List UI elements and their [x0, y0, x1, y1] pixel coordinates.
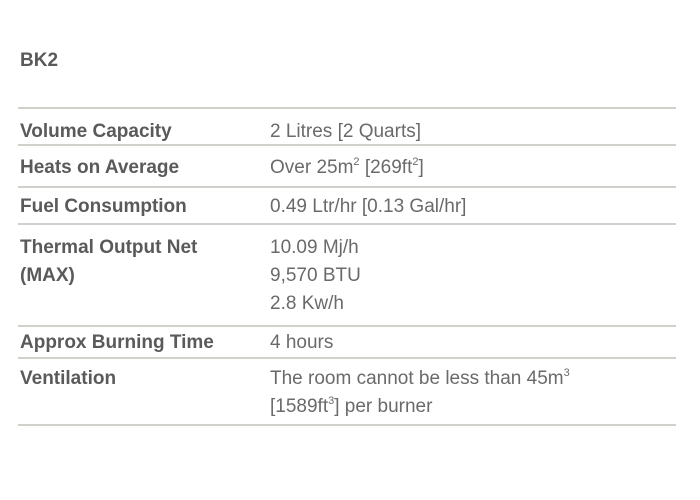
spec-row-volume-capacity: Volume Capacity 2 Litres [2 Quarts]: [18, 109, 676, 146]
spec-label: Heats on Average: [20, 157, 180, 178]
value-line: 10.09 Mj/h: [270, 237, 359, 258]
spec-value: 2 Litres [2 Quarts]: [270, 121, 422, 142]
label-line: (MAX): [20, 265, 75, 286]
value-line: The room cannot be less than 45m3: [270, 365, 676, 393]
label-line: Thermal Output Net: [20, 237, 198, 258]
spec-value: 10.09 Mj/h 9,570 BTU 2.8 Kw/h: [270, 234, 676, 325]
value-text: Over 25m: [270, 157, 354, 178]
spec-label: Approx Burning Time: [20, 332, 214, 353]
spec-value: 4 hours: [270, 332, 334, 353]
superscript: 2: [353, 156, 360, 168]
value-text: [1589ft: [270, 396, 329, 417]
spec-value: Over 25m2 [269ft2]: [270, 154, 676, 186]
value-text: The room cannot be less than 45m: [270, 368, 564, 389]
spec-row-thermal-output: Thermal Output Net (MAX) 10.09 Mj/h 9,57…: [18, 225, 676, 327]
superscript: 2: [412, 156, 419, 168]
spec-label: Volume Capacity: [20, 121, 172, 142]
value-line: [1589ft3] per burner: [270, 393, 676, 421]
value-line: 2.8 Kw/h: [270, 293, 344, 314]
spec-value: 0.49 Ltr/hr [0.13 Gal/hr]: [270, 196, 467, 217]
value-text: [269ft: [359, 157, 413, 178]
spec-label: Ventilation: [20, 368, 117, 389]
spec-label: Thermal Output Net (MAX): [18, 234, 270, 325]
spec-label: Fuel Consumption: [20, 196, 187, 217]
superscript: 3: [328, 395, 335, 407]
spec-row-approx-burning-time: Approx Burning Time 4 hours: [18, 327, 676, 359]
spec-table: Volume Capacity 2 Litres [2 Quarts] Heat…: [18, 107, 676, 426]
value-line: 9,570 BTU: [270, 265, 361, 286]
spec-row-fuel-consumption: Fuel Consumption 0.49 Ltr/hr [0.13 Gal/h…: [18, 188, 676, 225]
spec-row-ventilation: Ventilation The room cannot be less than…: [18, 359, 676, 426]
spec-value: The room cannot be less than 45m3 [1589f…: [270, 365, 676, 424]
value-text: ]: [418, 157, 424, 178]
spec-row-heats-on-average: Heats on Average Over 25m2 [269ft2]: [18, 146, 676, 188]
superscript: 3: [563, 367, 570, 379]
value-text: ] per burner: [334, 396, 433, 417]
model-title: BK2: [20, 50, 59, 71]
